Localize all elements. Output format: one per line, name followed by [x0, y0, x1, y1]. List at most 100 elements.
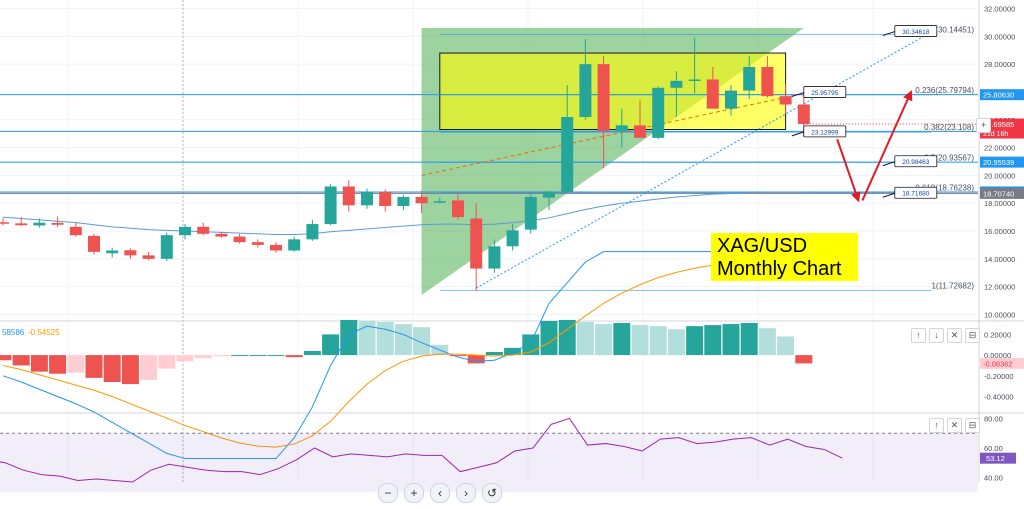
macd-histogram-bar: [613, 323, 631, 356]
macd-histogram-bar: [467, 355, 485, 364]
macd-value-text: -0.08362: [983, 359, 1013, 368]
macd-histogram-bar: [576, 322, 594, 356]
zoom-in-button[interactable]: +: [404, 483, 424, 503]
macd-histogram-bar: [121, 355, 139, 385]
macd-histogram-bar: [449, 355, 467, 357]
macd-histogram-bar: [249, 355, 267, 357]
macd-histogram-bar: [85, 355, 103, 378]
callout-label: 23.12999: [811, 129, 838, 136]
rsi-value-text: 53.12: [986, 454, 1005, 463]
fib-label: 1(11.72682): [931, 281, 974, 290]
level-price-tag: [980, 156, 1024, 168]
zoom-out-button[interactable]: −: [378, 483, 398, 503]
price-tick-label: 22.00000: [984, 144, 1015, 153]
macd-histogram-bar: [285, 355, 303, 358]
price-tick-label: 10.00000: [984, 310, 1015, 319]
macd-histogram-bar: [394, 324, 412, 356]
macd-move-up-button[interactable]: ↑: [911, 328, 926, 343]
macd-tick-label: 0.00000: [984, 351, 1011, 360]
candle-body: [670, 80, 683, 88]
macd-histogram-bar: [376, 322, 394, 356]
candle-body: [379, 192, 392, 206]
macd-line: [2, 251, 804, 460]
macd-histogram-bar: [103, 355, 121, 382]
price-tick-label: 32.00000: [984, 5, 1015, 14]
callout-box: [894, 25, 938, 37]
candle-body: [579, 64, 592, 118]
candle-body: [215, 233, 228, 237]
candle-body: [433, 201, 446, 203]
macd-histogram-bar: [413, 327, 431, 356]
macd-close-button[interactable]: ✕: [947, 328, 962, 343]
candle-body: [506, 230, 519, 247]
rsi-move-up-button[interactable]: ↑: [929, 418, 944, 433]
candle-body: [688, 79, 701, 81]
macd-histogram-bar: [49, 355, 67, 374]
candle-body: [652, 87, 665, 138]
current-price-text: 23.69585: [983, 120, 1014, 129]
arrow-up: [861, 90, 913, 201]
candle-body: [452, 200, 464, 218]
macd-histogram-bar: [649, 326, 667, 356]
candle-body: [88, 235, 100, 252]
candle-body: [160, 235, 173, 259]
level-price-tag: [980, 89, 1024, 101]
callout-pointer: [791, 131, 804, 137]
candle-body: [15, 223, 28, 226]
macd-value-tag: [980, 357, 1024, 369]
macd-histogram-bar: [176, 355, 194, 362]
fib-label: 0(30.14451): [931, 25, 974, 34]
candle-body: [342, 186, 355, 206]
scroll-left-button[interactable]: ‹: [430, 483, 450, 503]
macd-maximize-button[interactable]: ⊟: [965, 328, 980, 343]
callout-pointer: [882, 31, 895, 37]
macd-histogram-bar: [12, 355, 30, 366]
arrow-down: [836, 138, 861, 203]
macd-histogram-bar: [558, 319, 576, 356]
candle-body: [397, 196, 410, 206]
macd-histogram-bar: [231, 355, 249, 357]
rsi-pane: 80.00 60.00 40.00 53.12: [0, 414, 1016, 493]
navigation-toolbar: − + ‹ › ↺: [378, 483, 502, 503]
candle-body: [324, 186, 337, 225]
fib-label: 0.382(23.108): [924, 123, 974, 132]
projection-arrows: [836, 90, 913, 203]
macd-histogram-bar: [722, 324, 740, 356]
rsi-close-button[interactable]: ✕: [947, 418, 962, 433]
reset-chart-button[interactable]: ↺: [482, 483, 502, 503]
macd-histogram-bar: [212, 355, 230, 357]
macd-histogram-bar: [795, 355, 813, 364]
add-level-button[interactable]: +: [976, 118, 991, 133]
candle-body: [524, 196, 537, 230]
rsi-tick-label: 80.00: [984, 414, 1003, 423]
macd-tick-label: 0.20000: [984, 330, 1011, 339]
macd-histogram-bar: [540, 320, 558, 356]
fib-label: 0.236(25.79794): [915, 86, 974, 95]
scroll-right-button[interactable]: ›: [456, 483, 476, 503]
price-callouts: 30.34618 25.95795 23.12999 20.98463 18.71680: [791, 25, 938, 199]
price-tick-label: 14.00000: [984, 255, 1015, 264]
candle-body: [361, 192, 373, 206]
callout-label: 18.71680: [902, 191, 929, 198]
callout-box: [894, 186, 938, 199]
macd-histogram-bar: [267, 355, 285, 357]
trendline-dotted: [475, 31, 932, 289]
trendline-dashed: [421, 92, 804, 176]
candle-body: [51, 222, 64, 225]
candle-body: [597, 64, 610, 131]
candles: [0, 37, 810, 291]
chart-title-box: XAG/USD Monthly Chart: [711, 233, 858, 281]
candle-body: [251, 242, 264, 245]
macd-histogram-bar: [777, 336, 795, 356]
rsi-tick-label: 60.00: [984, 444, 1003, 453]
rsi-band: [0, 433, 978, 493]
rsi-maximize-button[interactable]: ⊟: [965, 418, 980, 433]
candle-body: [69, 226, 82, 236]
callout-pointer: [882, 192, 895, 198]
candle-body: [561, 117, 574, 193]
macd-histogram-bar: [667, 329, 685, 356]
macd-signal-line: [2, 256, 804, 448]
macd-move-down-button[interactable]: ↓: [929, 328, 944, 343]
price-tick-label: 18.00000: [984, 199, 1015, 208]
